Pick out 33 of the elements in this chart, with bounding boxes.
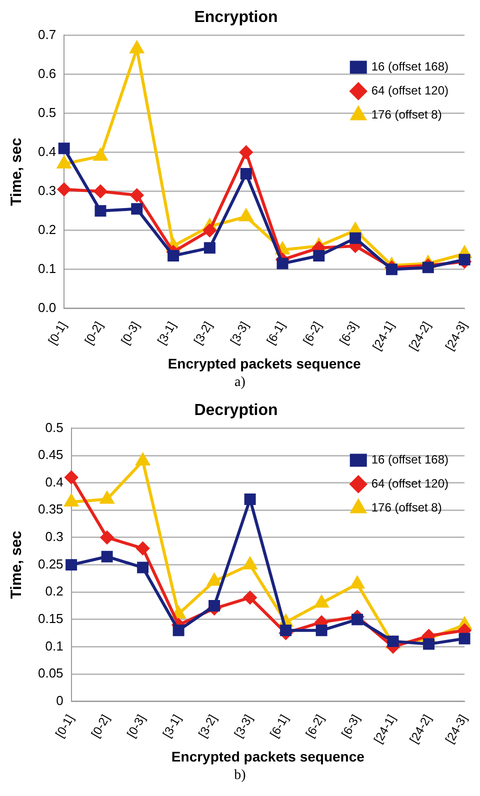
y-tick-label: 0.05 bbox=[38, 666, 64, 681]
y-tick-label: 0.0 bbox=[38, 300, 56, 316]
y-tick-label: 0.4 bbox=[38, 144, 56, 159]
legend-label: 64 (offset 120) bbox=[371, 476, 449, 491]
y-tick-label: 0.15 bbox=[38, 611, 64, 626]
y-tick-label: 0.5 bbox=[45, 420, 64, 435]
y-tick-label: 0.1 bbox=[38, 260, 56, 276]
text: b) bbox=[233, 767, 247, 785]
y-tick-label: 0.7 bbox=[38, 26, 56, 42]
y-tick-label: 0.3 bbox=[38, 182, 56, 198]
y-tick-label: 0.3 bbox=[45, 529, 64, 544]
y-tick-label: 0.6 bbox=[38, 66, 56, 81]
x-axis-title: Encrypted packets sequence bbox=[171, 748, 365, 764]
chart-title: Decryption bbox=[194, 402, 278, 420]
legend-label: 16 (offset 168) bbox=[371, 452, 449, 467]
legend-label: 64 (offset 120) bbox=[371, 84, 449, 98]
y-tick-label: 0.2 bbox=[38, 222, 56, 237]
y-tick-label: 0.35 bbox=[38, 502, 64, 517]
text: a) bbox=[234, 374, 246, 392]
y-axis-title: Time, sec bbox=[8, 138, 26, 206]
legend-label: 176 (offset 8) bbox=[371, 108, 442, 122]
y-tick-label: 0 bbox=[56, 693, 64, 708]
legend-label: 176 (offset 8) bbox=[371, 500, 442, 515]
y-tick-label: 0.45 bbox=[38, 447, 64, 462]
legend-label: 16 (offset 168) bbox=[371, 60, 449, 74]
y-tick-label: 0.2 bbox=[45, 584, 64, 599]
y-tick-label: 0.1 bbox=[45, 638, 64, 654]
y-tick-label: 0.25 bbox=[38, 556, 64, 572]
y-tick-label: 0.5 bbox=[38, 104, 56, 120]
y-axis-title: Time, sec bbox=[8, 530, 26, 599]
y-tick-label: 0.4 bbox=[45, 474, 64, 490]
chart-title: Encryption bbox=[194, 9, 278, 26]
x-axis-title: Encrypted packets sequence bbox=[168, 355, 361, 372]
